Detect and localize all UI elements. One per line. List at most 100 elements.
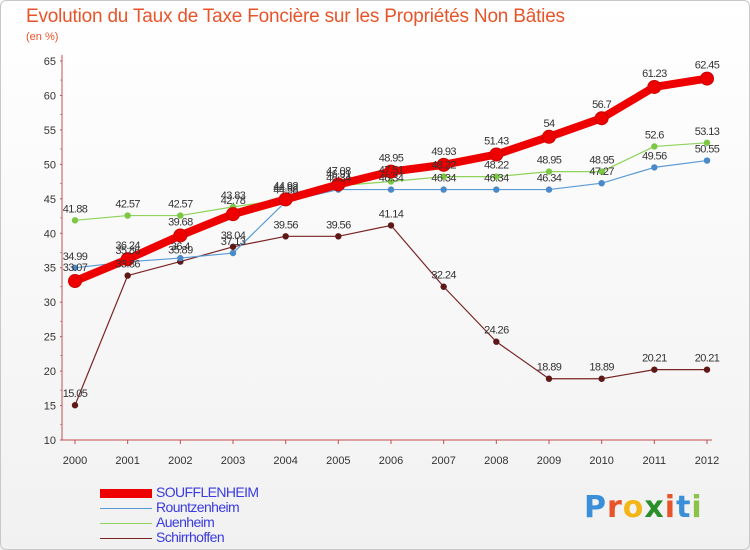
legend-swatch-soufflenheim — [100, 489, 152, 498]
data-label-rountzenheim: 49.56 — [642, 150, 667, 162]
data-label-auenheim: 48.22 — [431, 160, 456, 172]
data-point-soufflenheim — [594, 111, 609, 126]
data-label-soufflenheim: 62.45 — [695, 60, 720, 72]
y-tick-label: 10 — [44, 435, 56, 447]
data-point-auenheim — [71, 217, 79, 224]
x-tick-label: 2011 — [643, 455, 667, 467]
data-label-schirrhoffen: 35.89 — [168, 245, 193, 257]
data-label-rountzenheim: 36.4 — [171, 241, 190, 253]
data-label-schirrhoffen: 18.89 — [537, 362, 562, 374]
y-tick-label: 55 — [44, 125, 56, 137]
legend-item-soufflenheim: SOUFFLENHEIM — [100, 484, 400, 501]
y-tick-label: 65 — [44, 56, 56, 68]
data-label-schirrhoffen: 39.56 — [273, 219, 298, 231]
data-label-soufflenheim: 36.24 — [115, 240, 140, 252]
data-point-rountzenheim — [71, 264, 79, 271]
data-label-auenheim: 41.88 — [63, 203, 88, 215]
data-label-rountzenheim: 46.34 — [431, 173, 456, 185]
logo-letter: i — [664, 490, 677, 525]
data-label-auenheim: 53.13 — [695, 126, 720, 138]
x-tick-label: 2010 — [589, 455, 613, 467]
logo-letter: x — [644, 490, 665, 525]
x-tick-label: 2006 — [379, 455, 403, 467]
data-label-auenheim: 43.83 — [221, 190, 246, 202]
x-tick-label: 2000 — [63, 455, 87, 467]
logo-letter: i — [691, 490, 703, 525]
data-label-soufflenheim: 44.92 — [273, 180, 298, 192]
data-label-rountzenheim: 44.58 — [273, 185, 298, 197]
data-label-schirrhoffen: 33.86 — [115, 259, 140, 271]
legend: SOUFFLENHEIM Rountzenheim Auenheim Schir… — [100, 484, 400, 546]
chart-subtitle: (en %) — [26, 31, 59, 43]
logo-letter: P — [584, 490, 607, 525]
data-point-soufflenheim — [489, 147, 504, 162]
data-point-auenheim — [124, 212, 131, 219]
data-label-soufflenheim: 42.78 — [221, 195, 246, 207]
data-point-soufflenheim — [436, 157, 451, 172]
data-label-schirrhoffen: 41.14 — [379, 208, 404, 220]
data-point-soufflenheim — [647, 79, 662, 94]
y-tick-label: 30 — [44, 297, 56, 309]
data-label-rountzenheim: 46.34 — [537, 173, 562, 185]
data-point-auenheim — [545, 168, 553, 175]
legend-swatch-schirrhoffen — [100, 538, 152, 539]
data-point-schirrhoffen — [335, 233, 342, 240]
data-label-rountzenheim: 46.34 — [326, 173, 351, 185]
data-label-soufflenheim: 56.7 — [592, 99, 611, 111]
y-tick-label: 20 — [44, 366, 56, 378]
data-point-rountzenheim — [177, 254, 184, 262]
data-point-soufflenheim — [542, 129, 556, 144]
data-label-auenheim: 46.91 — [326, 169, 351, 181]
data-label-schirrhoffen: 32.24 — [431, 270, 456, 282]
data-point-schirrhoffen — [493, 338, 500, 345]
data-label-rountzenheim: 46.34 — [379, 173, 404, 185]
legend-swatch-rountzenheim — [100, 508, 152, 509]
data-label-soufflenheim: 39.68 — [168, 216, 193, 228]
x-tick-label: 2005 — [326, 455, 350, 467]
data-label-soufflenheim: 51.43 — [484, 136, 509, 148]
legend-item-rountzenheim: Rountzenheim — [100, 499, 400, 516]
data-point-soufflenheim — [226, 207, 240, 222]
data-label-schirrhoffen: 24.26 — [484, 325, 509, 337]
y-tick-label: 35 — [44, 263, 56, 275]
x-tick-label: 2004 — [273, 455, 297, 467]
data-label-rountzenheim: 35.86 — [115, 245, 140, 257]
data-point-schirrhoffen — [703, 366, 711, 373]
data-label-soufflenheim: 54 — [543, 118, 555, 130]
legend-label-rountzenheim: Rountzenheim — [156, 499, 240, 515]
logo-letter: o — [622, 490, 645, 525]
data-point-soufflenheim — [331, 177, 346, 192]
data-point-auenheim — [651, 143, 658, 150]
legend-label-schirrhoffen: Schirrhoffen — [156, 529, 225, 545]
data-label-auenheim: 48.22 — [484, 160, 509, 172]
data-label-rountzenheim: 50.55 — [695, 144, 720, 156]
y-tick-label: 45 — [44, 194, 56, 206]
data-point-soufflenheim — [700, 71, 714, 86]
data-point-rountzenheim — [229, 249, 237, 257]
legend-swatch-auenheim — [100, 523, 152, 524]
data-label-rountzenheim: 47.27 — [589, 166, 614, 178]
data-label-schirrhoffen: 18.89 — [589, 362, 614, 374]
x-tick-label: 2008 — [484, 455, 508, 467]
data-label-rountzenheim: 46.34 — [484, 173, 509, 185]
legend-label-soufflenheim: SOUFFLENHEIM — [156, 484, 259, 500]
data-label-auenheim: 47.51 — [379, 165, 404, 177]
data-point-schirrhoffen — [651, 366, 658, 373]
data-label-auenheim: 52.6 — [645, 129, 664, 141]
proxiti-logo: Proxiti — [584, 490, 703, 525]
legend-label-auenheim: Auenheim — [156, 514, 215, 530]
y-tick-label: 15 — [44, 401, 56, 413]
data-point-soufflenheim — [278, 192, 293, 207]
data-label-soufflenheim: 47.08 — [326, 165, 351, 177]
data-label-schirrhoffen: 39.56 — [326, 219, 351, 231]
data-point-rountzenheim — [440, 186, 447, 193]
legend-item-schirrhoffen: Schirrhoffen — [100, 529, 400, 546]
data-point-schirrhoffen — [387, 222, 395, 229]
data-point-schirrhoffen — [229, 243, 237, 250]
x-tick-label: 2002 — [168, 455, 192, 467]
data-label-rountzenheim: 34.99 — [63, 251, 88, 263]
logo-letter: t — [676, 490, 692, 525]
data-point-schirrhoffen — [282, 233, 289, 240]
data-point-rountzenheim — [545, 186, 553, 193]
